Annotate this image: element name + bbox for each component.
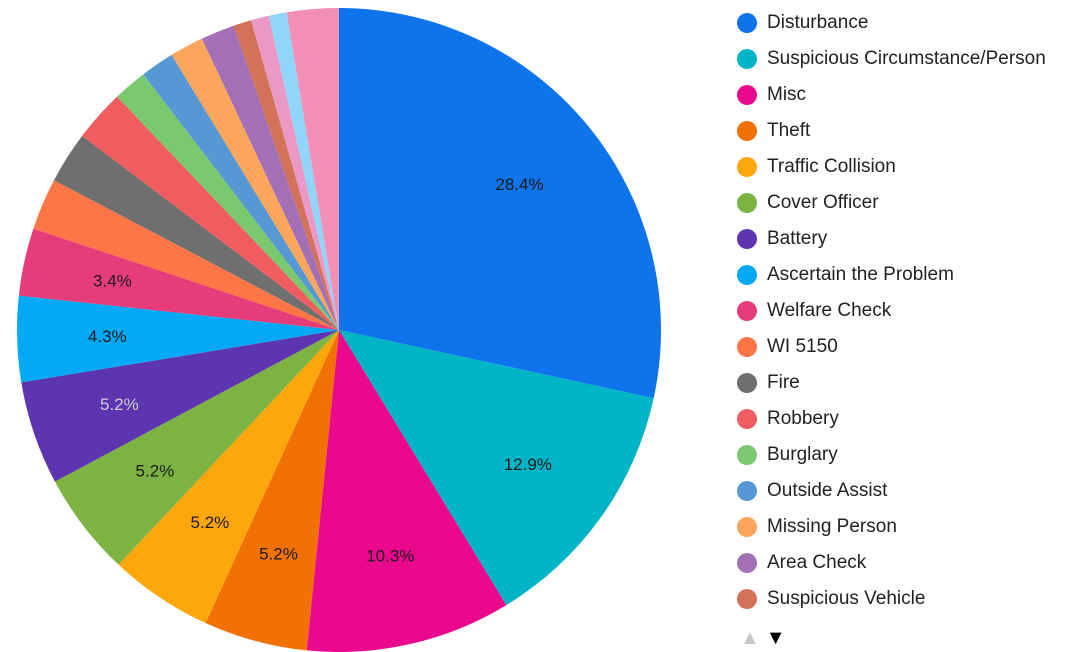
- legend-swatch-icon: [737, 481, 757, 501]
- pie-slice-label: 10.3%: [366, 547, 414, 566]
- pie-chart: 28.4% 12.9% 10.3% 5.2% 5.2% 5.2% 5.2% 4.3% 3.4%: [17, 8, 662, 652]
- legend-label: Battery: [767, 228, 828, 249]
- pie-slice[interactable]: [118, 330, 339, 624]
- legend-swatch-icon: [737, 517, 757, 537]
- legend: Disturbance Suspicious Circumstance/Perso…: [737, 5, 1089, 617]
- pie-slice[interactable]: [171, 38, 339, 331]
- legend-item[interactable]: Missing Person: [737, 509, 1089, 545]
- legend-label: Misc: [767, 84, 807, 105]
- legend-page-down-button[interactable]: ▼: [765, 627, 786, 649]
- legend-swatch-icon: [737, 589, 757, 609]
- legend-item[interactable]: Theft: [737, 113, 1089, 149]
- pie-slice[interactable]: [33, 180, 339, 330]
- pie-slice-label: 5.2%: [100, 395, 139, 414]
- pie-slice[interactable]: [21, 330, 339, 482]
- legend-swatch-icon: [737, 229, 757, 249]
- legend-label: Cover Officer: [767, 192, 879, 213]
- legend-swatch-icon: [737, 157, 757, 177]
- legend-swatch-icon: [737, 301, 757, 321]
- pie-slice[interactable]: [117, 74, 339, 330]
- pie-slice[interactable]: [18, 228, 340, 330]
- pie-slice[interactable]: [53, 135, 340, 330]
- legend-swatch-icon: [737, 49, 757, 69]
- legend-item[interactable]: Cover Officer: [737, 185, 1089, 221]
- pie-slice-labels: 28.4% 12.9% 10.3% 5.2% 5.2% 5.2% 5.2% 4.3% 3.4%: [88, 175, 552, 566]
- legend-label: Outside Assist: [767, 480, 888, 501]
- pie-slice-label: 5.2%: [136, 461, 175, 480]
- pie-slice[interactable]: [201, 25, 339, 330]
- legend-swatch-icon: [737, 121, 757, 141]
- legend-label: Missing Person: [767, 516, 897, 537]
- legend-label: Disturbance: [767, 12, 869, 33]
- pie-slice-label: 5.2%: [191, 513, 230, 532]
- legend-label: Area Check: [767, 552, 867, 573]
- legend-item[interactable]: Burglary: [737, 437, 1089, 473]
- pie-slice[interactable]: [233, 20, 339, 330]
- legend-label: Traffic Collision: [767, 156, 896, 177]
- pie-slice-label: 28.4%: [495, 175, 543, 194]
- legend-item[interactable]: Battery: [737, 221, 1089, 257]
- legend-item[interactable]: WI 5150: [737, 329, 1089, 365]
- legend-label: Welfare Check: [767, 300, 892, 321]
- legend-item[interactable]: Robbery: [737, 401, 1089, 437]
- pie-slice[interactable]: [268, 12, 339, 330]
- legend-swatch-icon: [737, 445, 757, 465]
- pie-slice[interactable]: [82, 96, 340, 330]
- legend-item[interactable]: Area Check: [737, 545, 1089, 581]
- pie-slice-label: 4.3%: [88, 327, 127, 346]
- legend-label: Ascertain the Problem: [767, 264, 954, 285]
- pie-slice[interactable]: [286, 8, 339, 330]
- legend-item[interactable]: Fire: [737, 365, 1089, 401]
- legend-item[interactable]: Ascertain the Problem: [737, 257, 1089, 293]
- pie-slice[interactable]: [339, 330, 654, 606]
- legend-label: Suspicious Vehicle: [767, 588, 926, 609]
- pie-slice[interactable]: [54, 330, 340, 565]
- legend-swatch-icon: [737, 337, 757, 357]
- legend-page-up-button[interactable]: ▲: [740, 627, 760, 649]
- legend-swatch-icon: [737, 553, 757, 573]
- legend-item[interactable]: Welfare Check: [737, 293, 1089, 329]
- legend-swatch-icon: [737, 265, 757, 285]
- legend-swatch-icon: [737, 409, 757, 429]
- legend-label: Suspicious Circumstance/Person: [767, 48, 1046, 69]
- legend-item[interactable]: Suspicious Circumstance/Person: [737, 41, 1089, 77]
- pie-slice[interactable]: [306, 330, 507, 652]
- legend-item[interactable]: Outside Assist: [737, 473, 1089, 509]
- pie-chart-svg: 28.4% 12.9% 10.3% 5.2% 5.2% 5.2% 5.2% 4.3% 3.4%: [17, 8, 662, 652]
- legend-label: Burglary: [767, 444, 838, 465]
- pie-slices: [17, 8, 662, 652]
- pie-slice[interactable]: [17, 295, 340, 383]
- legend-item[interactable]: Misc: [737, 77, 1089, 113]
- pie-slice[interactable]: [339, 8, 662, 399]
- legend-item[interactable]: Traffic Collision: [737, 149, 1089, 185]
- legend-swatch-icon: [737, 13, 757, 33]
- pie-slice[interactable]: [251, 15, 339, 330]
- pie-slice-label: 3.4%: [93, 271, 132, 290]
- legend-label: WI 5150: [767, 336, 838, 357]
- legend-pager: ▲ ▼: [740, 628, 786, 648]
- legend-item[interactable]: Suspicious Vehicle: [737, 581, 1089, 617]
- legend-label: Theft: [767, 120, 811, 141]
- legend-swatch-icon: [737, 373, 757, 393]
- legend-label: Robbery: [767, 408, 839, 429]
- pie-slice[interactable]: [143, 54, 339, 331]
- legend-swatch-icon: [737, 85, 757, 105]
- legend-item[interactable]: Disturbance: [737, 5, 1089, 41]
- pie-slice-label: 5.2%: [259, 544, 298, 563]
- legend-label: Fire: [767, 372, 800, 393]
- legend-swatch-icon: [737, 193, 757, 213]
- pie-slice[interactable]: [205, 330, 339, 651]
- pie-slice-label: 12.9%: [504, 455, 552, 474]
